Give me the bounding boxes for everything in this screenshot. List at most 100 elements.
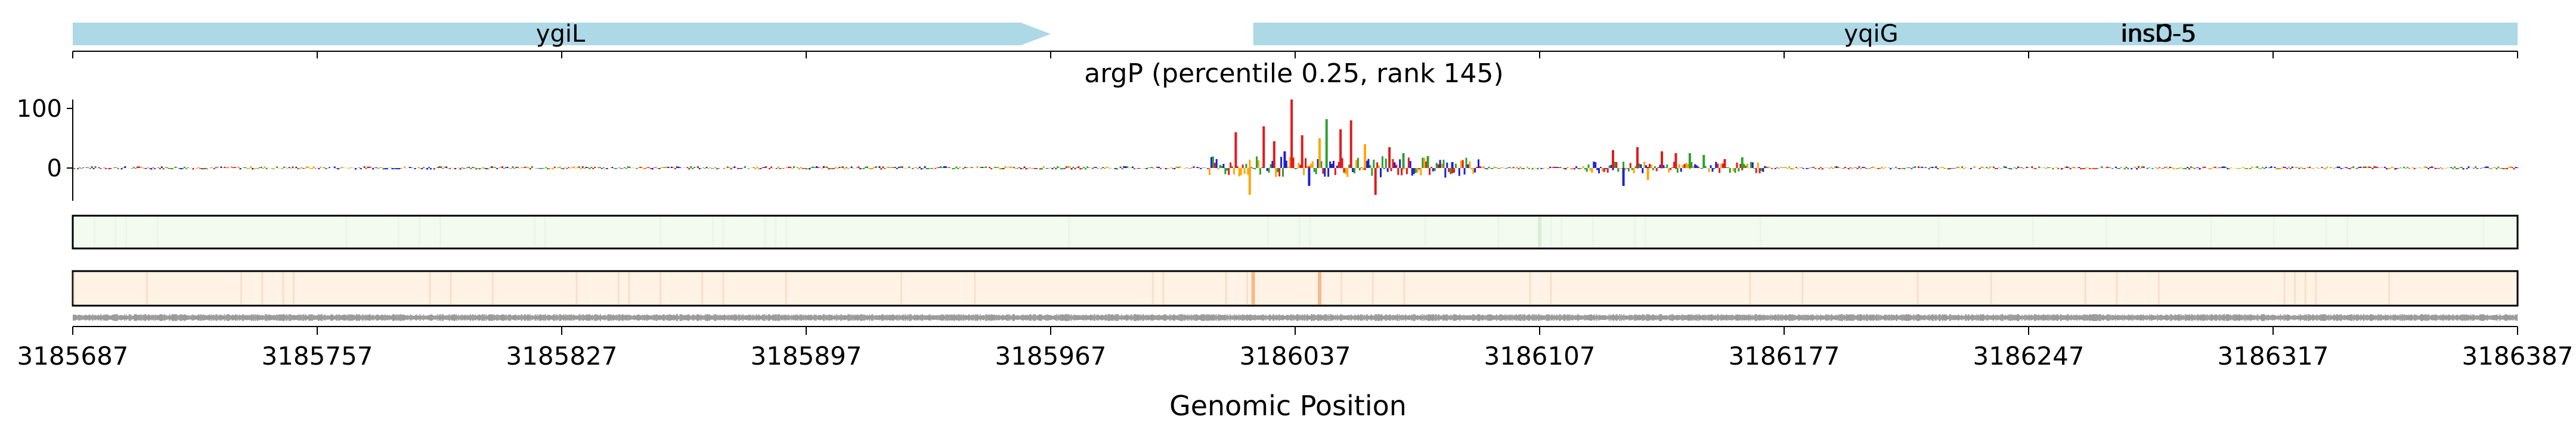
sequence-base-mark [214,315,215,320]
sequence-base-mark [2198,315,2199,321]
sequence-base-mark [2516,315,2517,321]
sequence-base-mark [912,315,913,320]
sequence-base-mark [2449,314,2451,321]
sequence-base-mark [333,315,335,320]
sequence-base-mark [357,315,358,321]
sequence-base-mark [491,314,492,321]
sequence-base-mark [2135,315,2137,320]
sequence-base-mark [2240,315,2241,321]
sequence-base-mark [1647,314,1648,321]
sequence-base-mark [1505,315,1507,320]
sequence-base-mark [1685,315,1687,320]
sequence-base-mark [1049,315,1051,321]
track-1-cell [660,217,661,247]
sequence-base-mark [489,314,491,321]
sequence-base-mark [671,315,672,321]
sequence-base-mark [255,314,256,321]
sequence-base-mark [1720,314,1722,321]
sequence-base-mark [1236,315,1237,321]
sequence-base-mark [1054,315,1055,321]
sequence-base-mark [1685,315,1686,321]
sequence-base-mark [1286,315,1287,321]
sequence-base-mark [931,315,932,320]
sequence-base-mark [1726,314,1727,321]
sequence-base-mark [626,314,627,321]
sequence-base-mark [1089,315,1091,320]
track-1-cell [2346,217,2348,247]
sequence-base-mark [1980,315,1982,321]
sequence-base-mark [2407,315,2409,321]
sequence-base-mark [1402,314,1404,321]
sequence-base-mark [1123,315,1125,320]
sequence-base-mark [1386,315,1388,321]
gene-track-axis [72,51,2518,58]
track-2-cell [261,272,264,304]
sequence-base-mark [692,315,693,321]
sequence-base-mark [1174,315,1176,321]
sequence-base-mark [387,315,388,321]
sequence-base-mark [2324,314,2326,321]
sequence-base-mark [816,315,818,320]
track-1-cell [2105,217,2107,247]
sequence-base-mark [620,315,621,321]
sequence-base-mark [2307,315,2308,320]
sequence-base-mark [1046,315,1048,321]
sequence-base-mark [154,315,155,320]
sequence-base-mark [2042,314,2044,321]
sequence-base-mark [1329,315,1330,320]
sequence-base-mark [1775,314,1776,321]
sequence-base-mark [2007,315,2008,320]
sequence-base-mark [1514,315,1516,320]
sequence-base-mark [399,314,401,321]
sequence-base-mark [2309,315,2311,321]
sequence-base-mark [2118,315,2120,321]
sequence-base-mark [2311,315,2313,320]
sequence-base-mark [2481,314,2482,321]
sequence-base-mark [2024,314,2026,321]
sequence-base-mark [1849,314,1851,321]
sequence-base-mark [156,315,157,320]
sequence-base-mark [720,315,721,321]
sequence-base-mark [134,314,135,321]
sequence-base-mark [2281,315,2282,320]
sequence-base-mark [2426,315,2428,321]
sequence-base-mark [652,315,654,321]
sequence-base-mark [1819,315,1820,320]
sequence-base-mark [504,315,506,321]
sequence-base-mark [1456,315,1458,320]
sequence-base-mark [804,315,806,320]
sequence-base-mark [2429,315,2431,320]
sequence-base-mark [1704,315,1705,321]
sequence-base-mark [1120,315,1122,320]
sequence-base-mark [1080,315,1082,320]
sequence-base-mark [2277,315,2278,320]
sequence-base-mark [1909,315,1910,321]
sequence-base-mark [1413,314,1414,321]
sequence-base-mark [1292,315,1294,320]
sequence-base-mark [1619,314,1620,321]
sequence-base-mark [987,315,989,321]
sequence-base-mark [1942,314,1943,321]
sequence-base-mark [420,315,422,320]
sequence-base-mark [1828,314,1830,321]
sequence-base-mark [1959,315,1961,320]
sequence-base-mark [2044,315,2045,321]
sequence-base-mark [963,314,965,321]
sequence-base-mark [1398,315,1400,320]
sequence-base-mark [2098,314,2100,321]
sequence-base-mark [1117,314,1118,321]
sequence-base-mark [752,315,753,321]
sequence-base-mark [1127,314,1129,321]
sequence-base-mark [1181,314,1182,321]
sequence-base-mark [107,314,108,321]
sequence-base-mark [1298,315,1300,320]
sequence-base-mark [2380,314,2382,321]
sequence-base-mark [730,315,732,320]
sequence-base-mark [2145,315,2147,321]
sequence-base-mark [273,315,274,321]
sequence-base-mark [1147,315,1148,320]
sequence-base-mark [2005,315,2007,320]
sequence-base-mark [791,315,792,321]
sequence-base-mark [2479,315,2481,321]
sequence-base-mark [2249,315,2250,320]
